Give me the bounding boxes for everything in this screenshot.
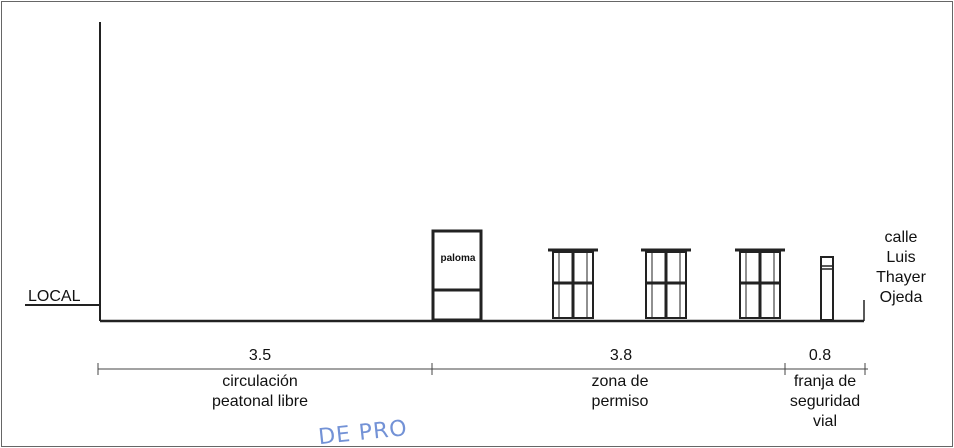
dimension-value-2: 3.8 xyxy=(609,347,633,364)
street-label-line: Thayer xyxy=(876,269,926,286)
zone-label-line: permiso xyxy=(591,393,649,410)
official-stamp: DE PRO xyxy=(318,418,458,448)
zone-label-line: circulación xyxy=(222,373,298,390)
dimension-value-3: 0.8 xyxy=(808,347,832,364)
zone-label-line: vial xyxy=(812,413,837,430)
street-label-line: calle xyxy=(884,229,918,246)
zone-label-line: peatonal libre xyxy=(211,393,309,410)
zone-label-safety: franja de seguridad vial xyxy=(770,372,880,432)
stamp-text: DE PRO xyxy=(318,418,409,448)
zone-label-line: zona de xyxy=(591,373,649,390)
zone-label-line: seguridad xyxy=(789,393,861,410)
table-3 xyxy=(735,248,785,319)
kiosk-paloma xyxy=(431,229,483,322)
table-1 xyxy=(548,248,598,319)
bollard xyxy=(820,256,834,321)
table-2 xyxy=(641,248,691,319)
street-name-label: calle Luis Thayer Ojeda xyxy=(866,228,936,308)
zone-label-pedestrian: circulación peatonal libre xyxy=(170,372,350,412)
street-label-line: Luis xyxy=(886,249,916,266)
local-label: LOCAL xyxy=(28,288,81,305)
zone-label-permit: zona de permiso xyxy=(540,372,700,412)
dimension-value-1: 3.5 xyxy=(248,347,272,364)
street-label-line: Ojeda xyxy=(879,289,923,306)
dimension-line xyxy=(97,363,868,375)
kiosk-label: paloma xyxy=(440,253,476,264)
zone-label-line: franja de xyxy=(793,373,857,390)
